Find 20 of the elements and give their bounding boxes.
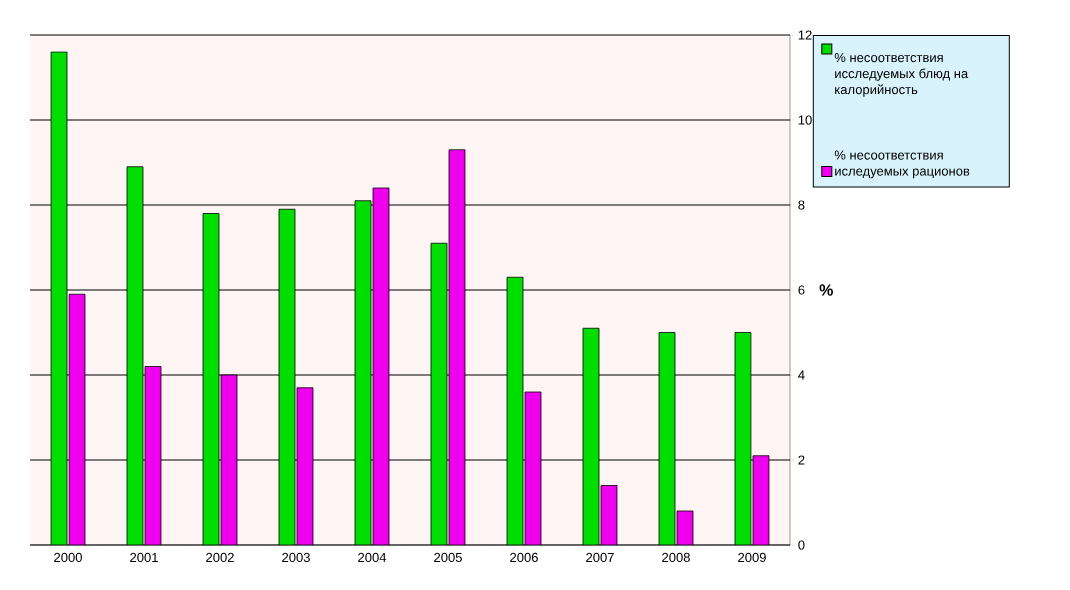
x-tick-label: 2006: [510, 552, 538, 562]
x-tick-label: 2000: [54, 552, 82, 562]
x-tick-label: 2007: [586, 552, 614, 562]
x-tick-label: 2001: [130, 552, 158, 562]
y-tick-label: 10: [798, 115, 812, 125]
y-tick-label: 6: [798, 285, 805, 295]
y-tick-label: 2: [798, 455, 805, 465]
y-axis-title: %: [819, 284, 833, 296]
x-tick-label: 2004: [358, 552, 387, 562]
legend-label: % несоответствия иследуемых рационов: [834, 150, 970, 179]
y-tick-label: 12: [798, 30, 812, 40]
text: % несоответствия исследуемых блюд на калорийность: [834, 53, 969, 97]
y-tick-label: 0: [798, 540, 805, 550]
x-tick-label: 2008: [662, 552, 690, 562]
y-tick-label: 4: [798, 370, 805, 380]
x-tick-label: 2002: [206, 552, 234, 562]
x-tick-label: 2003: [282, 552, 310, 562]
y-tick-label: 8: [798, 200, 805, 210]
x-tick-label: 2009: [738, 552, 766, 562]
x-tick-label: 2005: [434, 552, 462, 562]
